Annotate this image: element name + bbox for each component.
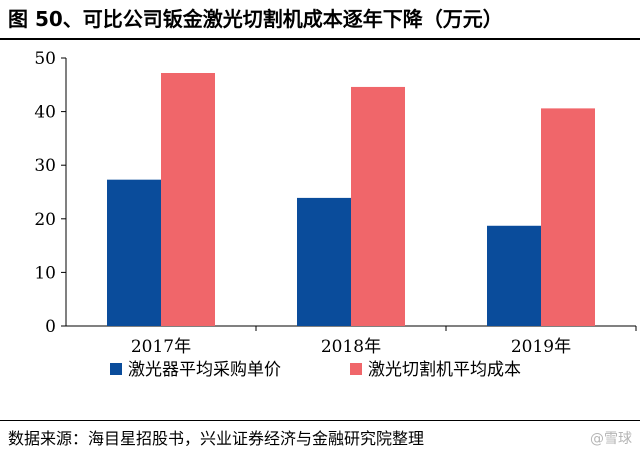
x-tick-label: 2017年 [131, 337, 191, 357]
source-note: 数据来源：海目星招股书，兴业证券经济与金融研究院整理 [8, 429, 425, 448]
title-divider [0, 38, 640, 40]
legend-swatch [350, 363, 362, 375]
bar-cutter-avg-cost-1 [161, 73, 215, 326]
bar-cutter-avg-cost-3 [541, 108, 595, 326]
y-tick-label: 20 [34, 210, 56, 230]
bar-chart: 0 10 20 30 40 50 2017年 2018年 2019年 激光器平均采购单价 激光切… [34, 49, 637, 380]
y-tick-label: 50 [34, 49, 56, 69]
chart-legend: 激光器平均采购单价 激光切割机平均成本 [110, 360, 521, 380]
bar-series [107, 73, 595, 326]
footer-divider [0, 420, 640, 421]
legend-swatch [110, 363, 122, 375]
y-tick-label: 0 [45, 317, 56, 337]
x-tick-label: 2019年 [511, 337, 571, 357]
x-axis-labels: 2017年 2018年 2019年 [131, 337, 571, 357]
legend-label: 激光器平均采购单价 [128, 360, 281, 380]
bar-laser-unit-price-1 [107, 179, 161, 326]
legend-label: 激光切割机平均成本 [368, 360, 521, 380]
bar-laser-unit-price-2 [297, 197, 351, 326]
x-tick-label: 2018年 [321, 337, 381, 357]
bar-laser-unit-price-3 [487, 225, 541, 326]
y-tick-label: 40 [34, 103, 56, 123]
y-axis-ticks: 0 10 20 30 40 50 [34, 49, 66, 337]
y-tick-label: 30 [34, 156, 56, 176]
chart-title: 图 50、可比公司钣金激光切割机成本逐年下降（万元） [8, 7, 503, 31]
watermark: @雪球 [590, 431, 632, 447]
y-tick-label: 10 [34, 263, 56, 283]
bar-cutter-avg-cost-2 [351, 86, 405, 326]
